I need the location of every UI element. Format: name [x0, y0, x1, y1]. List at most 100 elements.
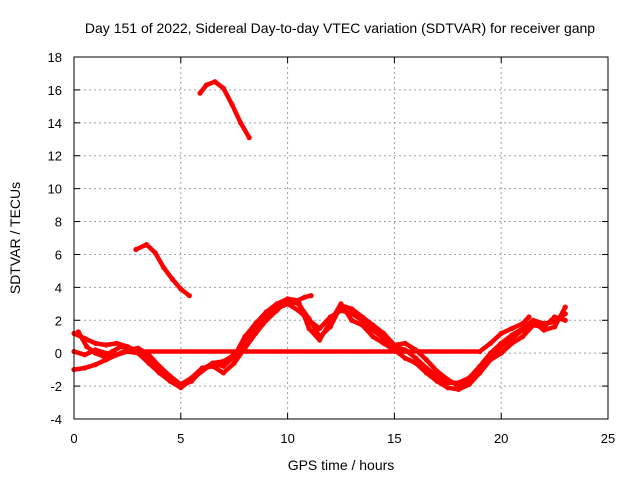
series-line — [281, 293, 314, 308]
data-point — [152, 250, 158, 256]
data-point — [552, 324, 558, 330]
x-tick-label: 20 — [494, 431, 508, 446]
data-point — [520, 327, 526, 333]
data-point — [114, 352, 120, 358]
y-tick-label: 12 — [48, 149, 62, 164]
data-point — [92, 340, 98, 346]
x-tick-label: 10 — [280, 431, 294, 446]
data-point — [359, 322, 365, 328]
data-point — [434, 378, 440, 384]
data-point — [370, 334, 376, 340]
data-point — [114, 340, 120, 346]
data-point — [178, 385, 184, 391]
data-point — [302, 294, 308, 300]
grid — [74, 57, 608, 419]
data-point — [212, 79, 218, 85]
x-tick-label: 5 — [177, 431, 184, 446]
y-tick-label: 4 — [55, 280, 62, 295]
series-track-d — [75, 314, 532, 360]
chart-title: Day 151 of 2022, Sidereal Day-to-day VTE… — [85, 20, 595, 36]
data-point — [445, 385, 451, 391]
data-point — [220, 85, 227, 91]
data-point — [118, 344, 124, 350]
data-point — [109, 348, 115, 355]
data-point — [509, 340, 515, 346]
data-point — [231, 360, 237, 366]
y-axis-title: SDTVAR / TECUs — [7, 182, 23, 294]
data-point — [562, 317, 568, 323]
series-track-a — [71, 301, 568, 389]
data-point — [349, 317, 355, 323]
y-tick-label: 6 — [55, 247, 62, 262]
data-point — [229, 102, 235, 108]
data-point — [306, 325, 312, 332]
data-point — [75, 329, 81, 335]
data-point — [359, 314, 365, 320]
series-line — [76, 314, 532, 359]
data-point — [291, 299, 297, 305]
data-point — [274, 301, 280, 307]
data-point — [131, 348, 137, 355]
y-tick-label: 2 — [55, 313, 62, 328]
data-point — [498, 330, 504, 336]
data-point — [156, 370, 162, 376]
data-point — [541, 324, 547, 330]
data-point — [445, 376, 451, 383]
data-point — [186, 293, 192, 299]
data-point — [220, 363, 227, 369]
data-point — [82, 365, 88, 371]
data-point — [434, 368, 440, 374]
data-point — [413, 355, 419, 361]
x-tick-label: 0 — [70, 431, 77, 446]
data-point — [84, 344, 90, 350]
y-tick-label: -2 — [50, 379, 62, 394]
data-point — [161, 265, 167, 271]
y-tick-label: 0 — [55, 346, 62, 361]
data-point — [423, 357, 429, 363]
axis-ticks: 0 5 10 15 20 25 -4 -2 0 2 4 6 8 10 12 14 16 18 — [48, 50, 616, 446]
data-point — [526, 314, 532, 320]
data-point — [308, 293, 314, 299]
series-track-f — [197, 79, 252, 141]
data-point — [280, 302, 286, 309]
data-point — [498, 350, 504, 356]
plot-area — [71, 79, 568, 392]
data-point — [391, 342, 397, 348]
data-point — [402, 355, 408, 361]
data-point — [562, 304, 568, 310]
data-point — [92, 350, 98, 356]
data-point — [103, 342, 109, 348]
series-track-c — [71, 296, 568, 392]
data-point — [169, 276, 175, 282]
data-point — [210, 360, 216, 366]
series-track-e — [133, 242, 192, 299]
data-point — [101, 353, 107, 360]
series-track-g — [280, 293, 314, 309]
data-point — [156, 363, 162, 369]
data-point — [220, 370, 227, 376]
data-point — [327, 319, 333, 325]
data-point — [197, 90, 203, 96]
data-point — [370, 322, 376, 328]
x-tick-label: 25 — [601, 431, 615, 446]
data-point — [402, 340, 408, 346]
data-point — [455, 386, 462, 392]
y-tick-label: 14 — [48, 116, 62, 131]
data-point — [146, 360, 152, 366]
data-point — [413, 360, 419, 366]
x-tick-label: 15 — [387, 431, 401, 446]
data-point — [466, 381, 472, 387]
data-point — [477, 370, 483, 376]
data-point — [498, 344, 504, 350]
data-point — [167, 378, 173, 384]
data-point — [253, 330, 259, 336]
data-point — [246, 135, 252, 141]
data-point — [552, 314, 558, 320]
data-point — [509, 325, 515, 332]
plot-frame — [73, 56, 609, 420]
data-point — [520, 321, 526, 327]
y-tick-label: 16 — [48, 83, 62, 98]
data-point — [144, 242, 150, 248]
data-point — [520, 334, 526, 340]
